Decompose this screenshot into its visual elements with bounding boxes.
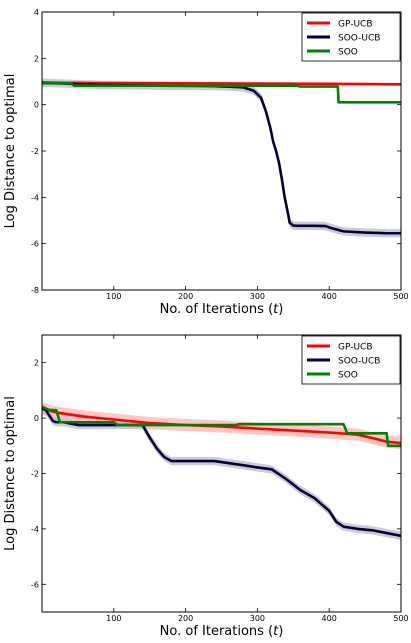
legend-label-soo: SOO (338, 371, 358, 381)
x-tick-label: 400 (322, 614, 337, 623)
x-tick-label: 200 (178, 292, 193, 301)
legend: GP-UCB SOO-UCB SOO (301, 12, 401, 62)
legend-label-gp-ucb: GP-UCB (338, 20, 373, 30)
y-tick-label: -6 (31, 580, 39, 589)
plot-area (42, 78, 401, 238)
x-tick-label: 500 (393, 614, 408, 623)
y-tick-label: 2 (34, 54, 39, 63)
series-line-soo-ucb (42, 81, 401, 235)
series-line-soo (42, 82, 401, 104)
x-tick-label: 300 (250, 614, 265, 623)
y-tick-label: -4 (31, 525, 39, 534)
legend-label-gp-ucb: GP-UCB (338, 343, 373, 353)
x-axis-label: No. of Iterations (t) (160, 624, 284, 639)
series-line-soo (42, 405, 401, 448)
x-tick-label: 100 (106, 614, 121, 623)
y-tick-label: -8 (31, 286, 39, 295)
y-tick-label: 0 (34, 101, 39, 110)
series-line-gp-ucb (42, 81, 401, 86)
legend-box (301, 12, 401, 62)
x-axis-label: No. of Iterations (t) (160, 302, 284, 317)
plot-area (42, 402, 401, 540)
x-tick-label: 200 (178, 614, 193, 623)
y-tick-label: 4 (34, 8, 39, 17)
y-axis-label: Log Distance to optimal (3, 396, 18, 551)
x-tick-label: 500 (393, 292, 408, 301)
legend: GP-UCB SOO-UCB SOO (301, 335, 401, 385)
chart-panel-bottom: 100 200 300 400 500 -6 -4 -2 0 2 No. of Iterations… (3, 334, 409, 639)
chart-panel-top: 100 200 300 400 500 -8 -6 -4 -2 0 2 4 No. of Iterati… (3, 8, 409, 317)
series-band-soo-ucb (42, 404, 401, 540)
legend-label-soo: SOO (338, 48, 358, 58)
series-line-gp-ucb (42, 407, 401, 445)
y-tick-label: 0 (34, 414, 39, 423)
y-tick-label: -2 (31, 147, 39, 156)
x-tick-label: 300 (250, 292, 265, 301)
legend-label-soo-ucb: SOO-UCB (338, 357, 380, 367)
y-tick-label: -4 (31, 193, 39, 202)
x-tick-label: 100 (106, 292, 121, 301)
y-tick-label: -2 (31, 470, 39, 479)
legend-label-soo-ucb: SOO-UCB (338, 34, 380, 44)
y-tick-label: 2 (34, 359, 39, 368)
y-axis-label: Log Distance to optimal (3, 74, 18, 229)
y-tick-label: -6 (31, 240, 39, 249)
x-tick-label: 400 (322, 292, 337, 301)
